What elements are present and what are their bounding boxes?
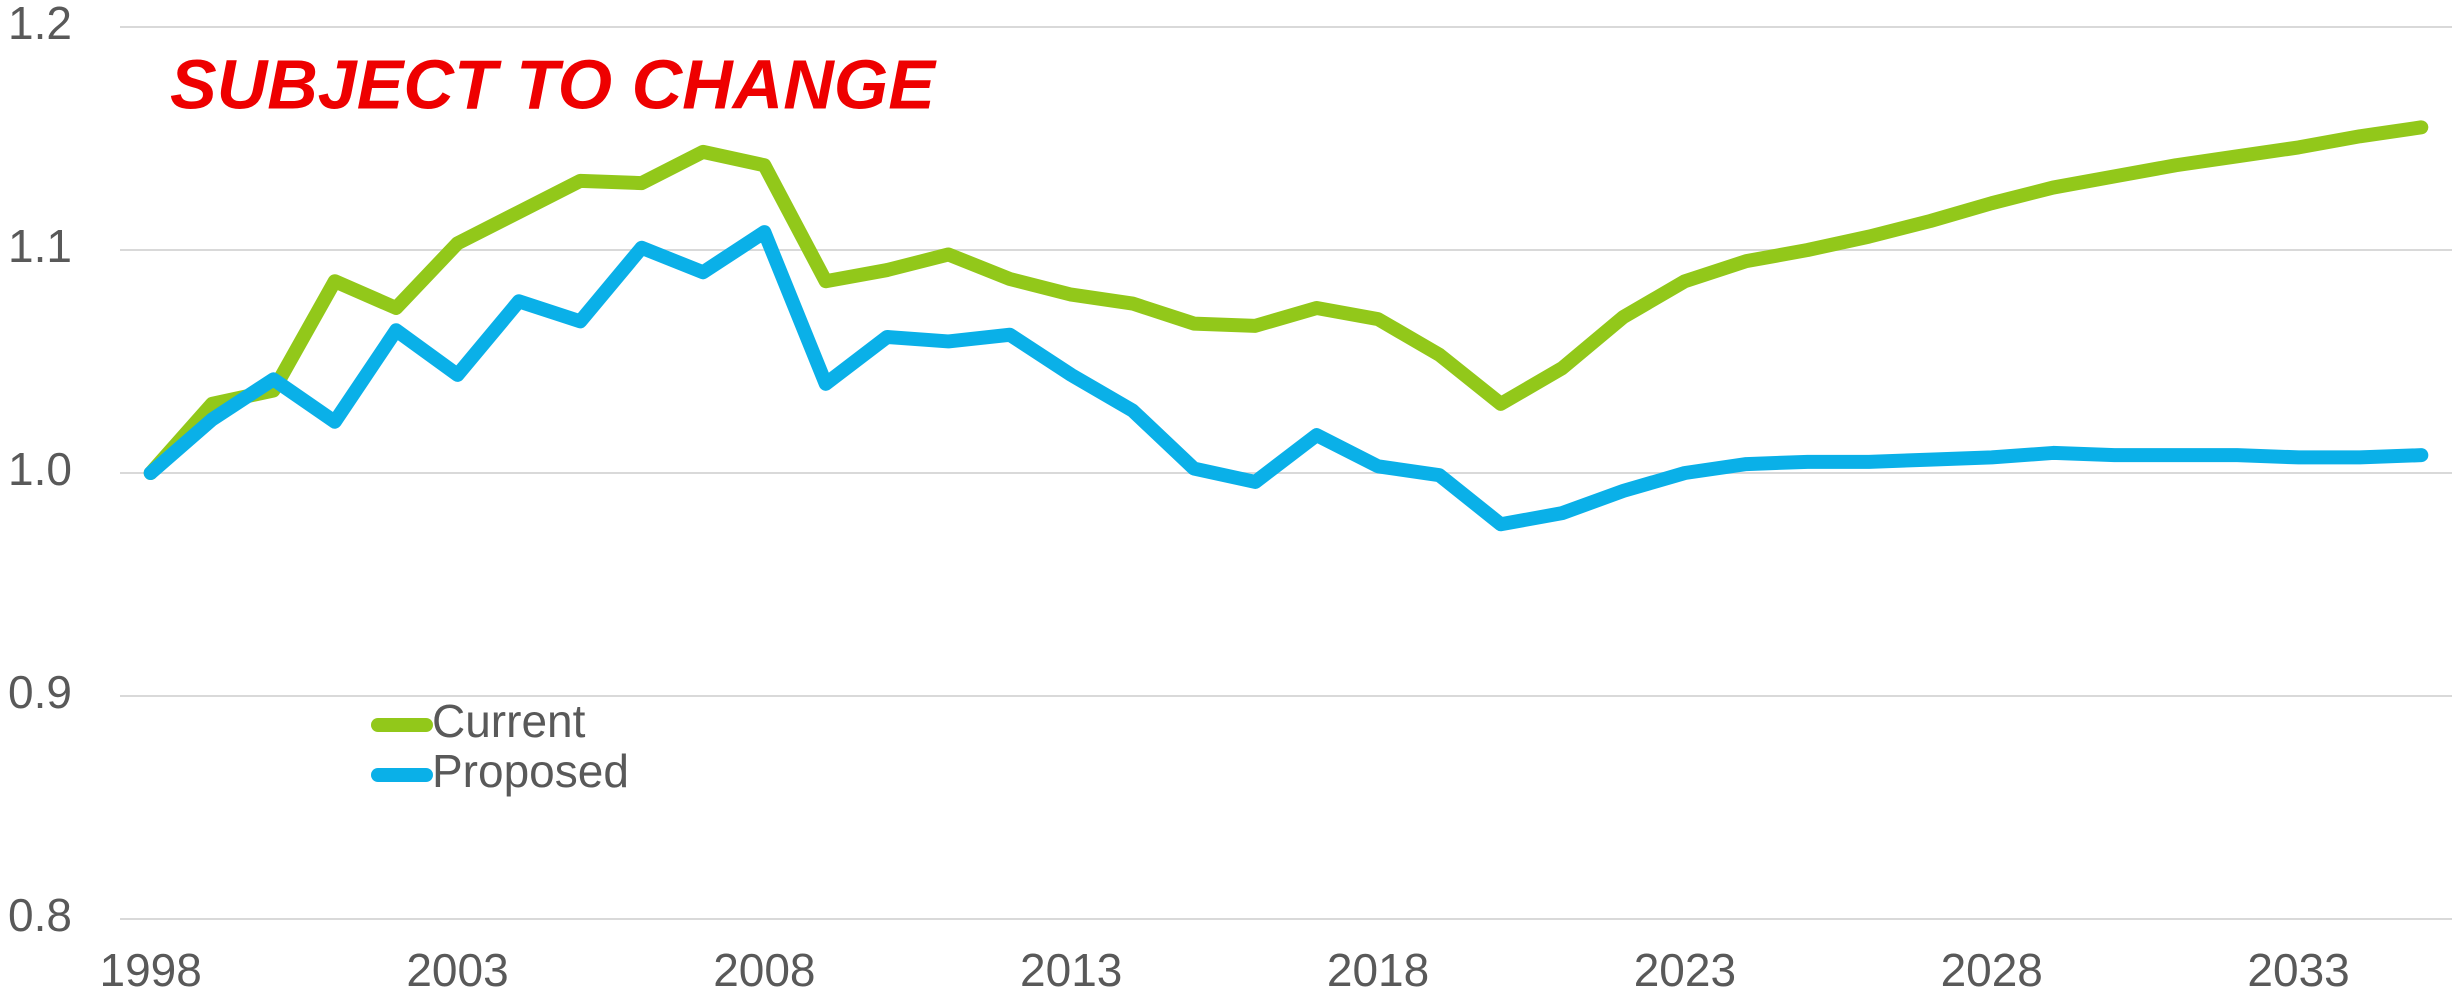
y-tick-label: 0.9: [8, 666, 72, 718]
y-tick-label: 1.1: [8, 220, 72, 272]
y-tick-label: 1.2: [8, 0, 72, 49]
x-tick-label: 2018: [1327, 944, 1429, 994]
x-tick-label: 2013: [1020, 944, 1122, 994]
series-line: [143, 120, 2429, 480]
y-tick-label: 1.0: [8, 443, 72, 495]
legend-label: Proposed: [432, 745, 629, 797]
series-line: [143, 225, 2429, 532]
x-tick-label: 2028: [1941, 944, 2043, 994]
x-tick-label: 2023: [1634, 944, 1736, 994]
x-tick-label: 1998: [100, 944, 202, 994]
y-tick-label: 0.8: [8, 889, 72, 941]
legend-label: Current: [432, 695, 586, 747]
annotation: SUBJECT TO CHANGE: [170, 45, 937, 123]
x-tick-label: 2003: [406, 944, 508, 994]
x-tick-label: 2008: [713, 944, 815, 994]
x-tick-label: 2033: [2247, 944, 2349, 994]
